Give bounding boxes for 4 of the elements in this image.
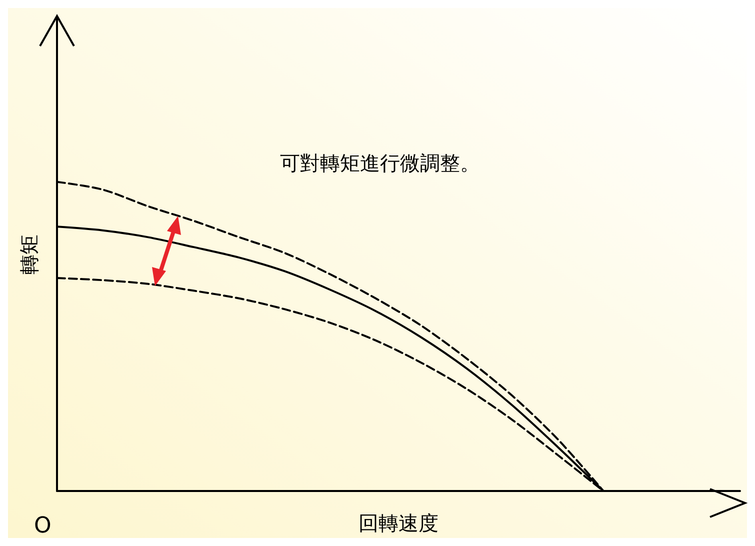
text: O	[34, 514, 52, 538]
y-axis-title: 轉矩	[17, 234, 41, 274]
x-axis-title: 回轉速度	[358, 511, 438, 535]
text: 可對轉矩進行微調整。	[280, 151, 480, 175]
